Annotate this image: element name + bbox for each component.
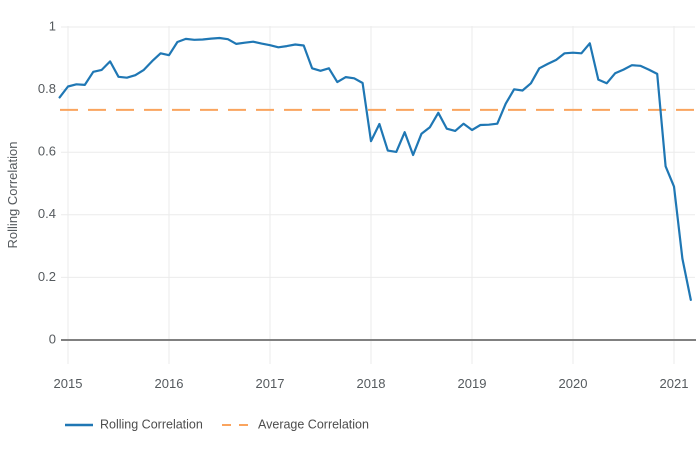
y-tick-0-8: 0.8 [38, 81, 56, 96]
x-tick-labels: 2015 2016 2017 2018 2019 2020 2021 [54, 376, 689, 391]
y-axis-title: Rolling Correlation [5, 142, 20, 249]
x-tick-2020: 2020 [559, 376, 588, 391]
legend-label-rolling-correlation: Rolling Correlation [100, 417, 203, 431]
y-tick-1: 1 [49, 18, 56, 33]
y-gridlines [61, 26, 695, 278]
y-tick-0: 0 [49, 331, 56, 346]
y-tick-0-2: 0.2 [38, 269, 56, 284]
legend: Rolling Correlation Average Correlation [65, 417, 369, 431]
rolling-correlation-line [58, 36, 692, 301]
x-tick-2016: 2016 [155, 376, 184, 391]
x-tick-2019: 2019 [458, 376, 487, 391]
legend-item-average-correlation[interactable]: Average Correlation [222, 417, 369, 431]
legend-label-average-correlation: Average Correlation [258, 417, 369, 431]
x-tick-2017: 2017 [256, 376, 285, 391]
x-gridlines [67, 26, 675, 364]
y-tick-labels: 1 0.8 0.6 0.4 0.2 0 [38, 18, 56, 346]
legend-item-rolling-correlation[interactable]: Rolling Correlation [65, 417, 203, 431]
x-tick-2015: 2015 [54, 376, 83, 391]
x-tick-2021: 2021 [660, 376, 689, 391]
y-tick-0-4: 0.4 [38, 206, 56, 221]
y-tick-0-6: 0.6 [38, 144, 56, 159]
x-tick-2018: 2018 [357, 376, 386, 391]
